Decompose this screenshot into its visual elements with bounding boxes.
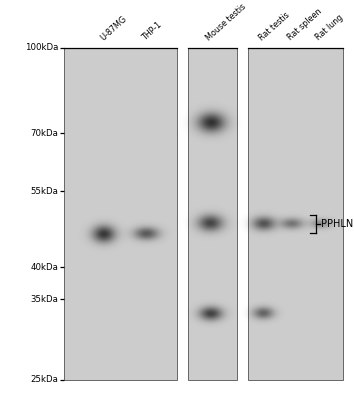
- Text: U-87MG: U-87MG: [98, 14, 128, 42]
- Text: PPHLN1: PPHLN1: [321, 219, 354, 229]
- Bar: [64, 48, 177, 380]
- Text: Mouse testis: Mouse testis: [205, 2, 248, 42]
- Text: 35kDa: 35kDa: [30, 295, 58, 304]
- Text: Rat spleen: Rat spleen: [286, 7, 324, 42]
- Bar: [248, 48, 343, 380]
- Text: 40kDa: 40kDa: [30, 263, 58, 272]
- Text: 100kDa: 100kDa: [25, 44, 58, 52]
- Text: 55kDa: 55kDa: [30, 187, 58, 196]
- Text: 70kDa: 70kDa: [30, 129, 58, 138]
- Text: Rat lung: Rat lung: [314, 13, 345, 42]
- Text: Rat testis: Rat testis: [258, 10, 292, 42]
- Bar: [188, 48, 237, 380]
- Text: THP-1: THP-1: [141, 20, 164, 42]
- Text: 25kDa: 25kDa: [30, 376, 58, 384]
